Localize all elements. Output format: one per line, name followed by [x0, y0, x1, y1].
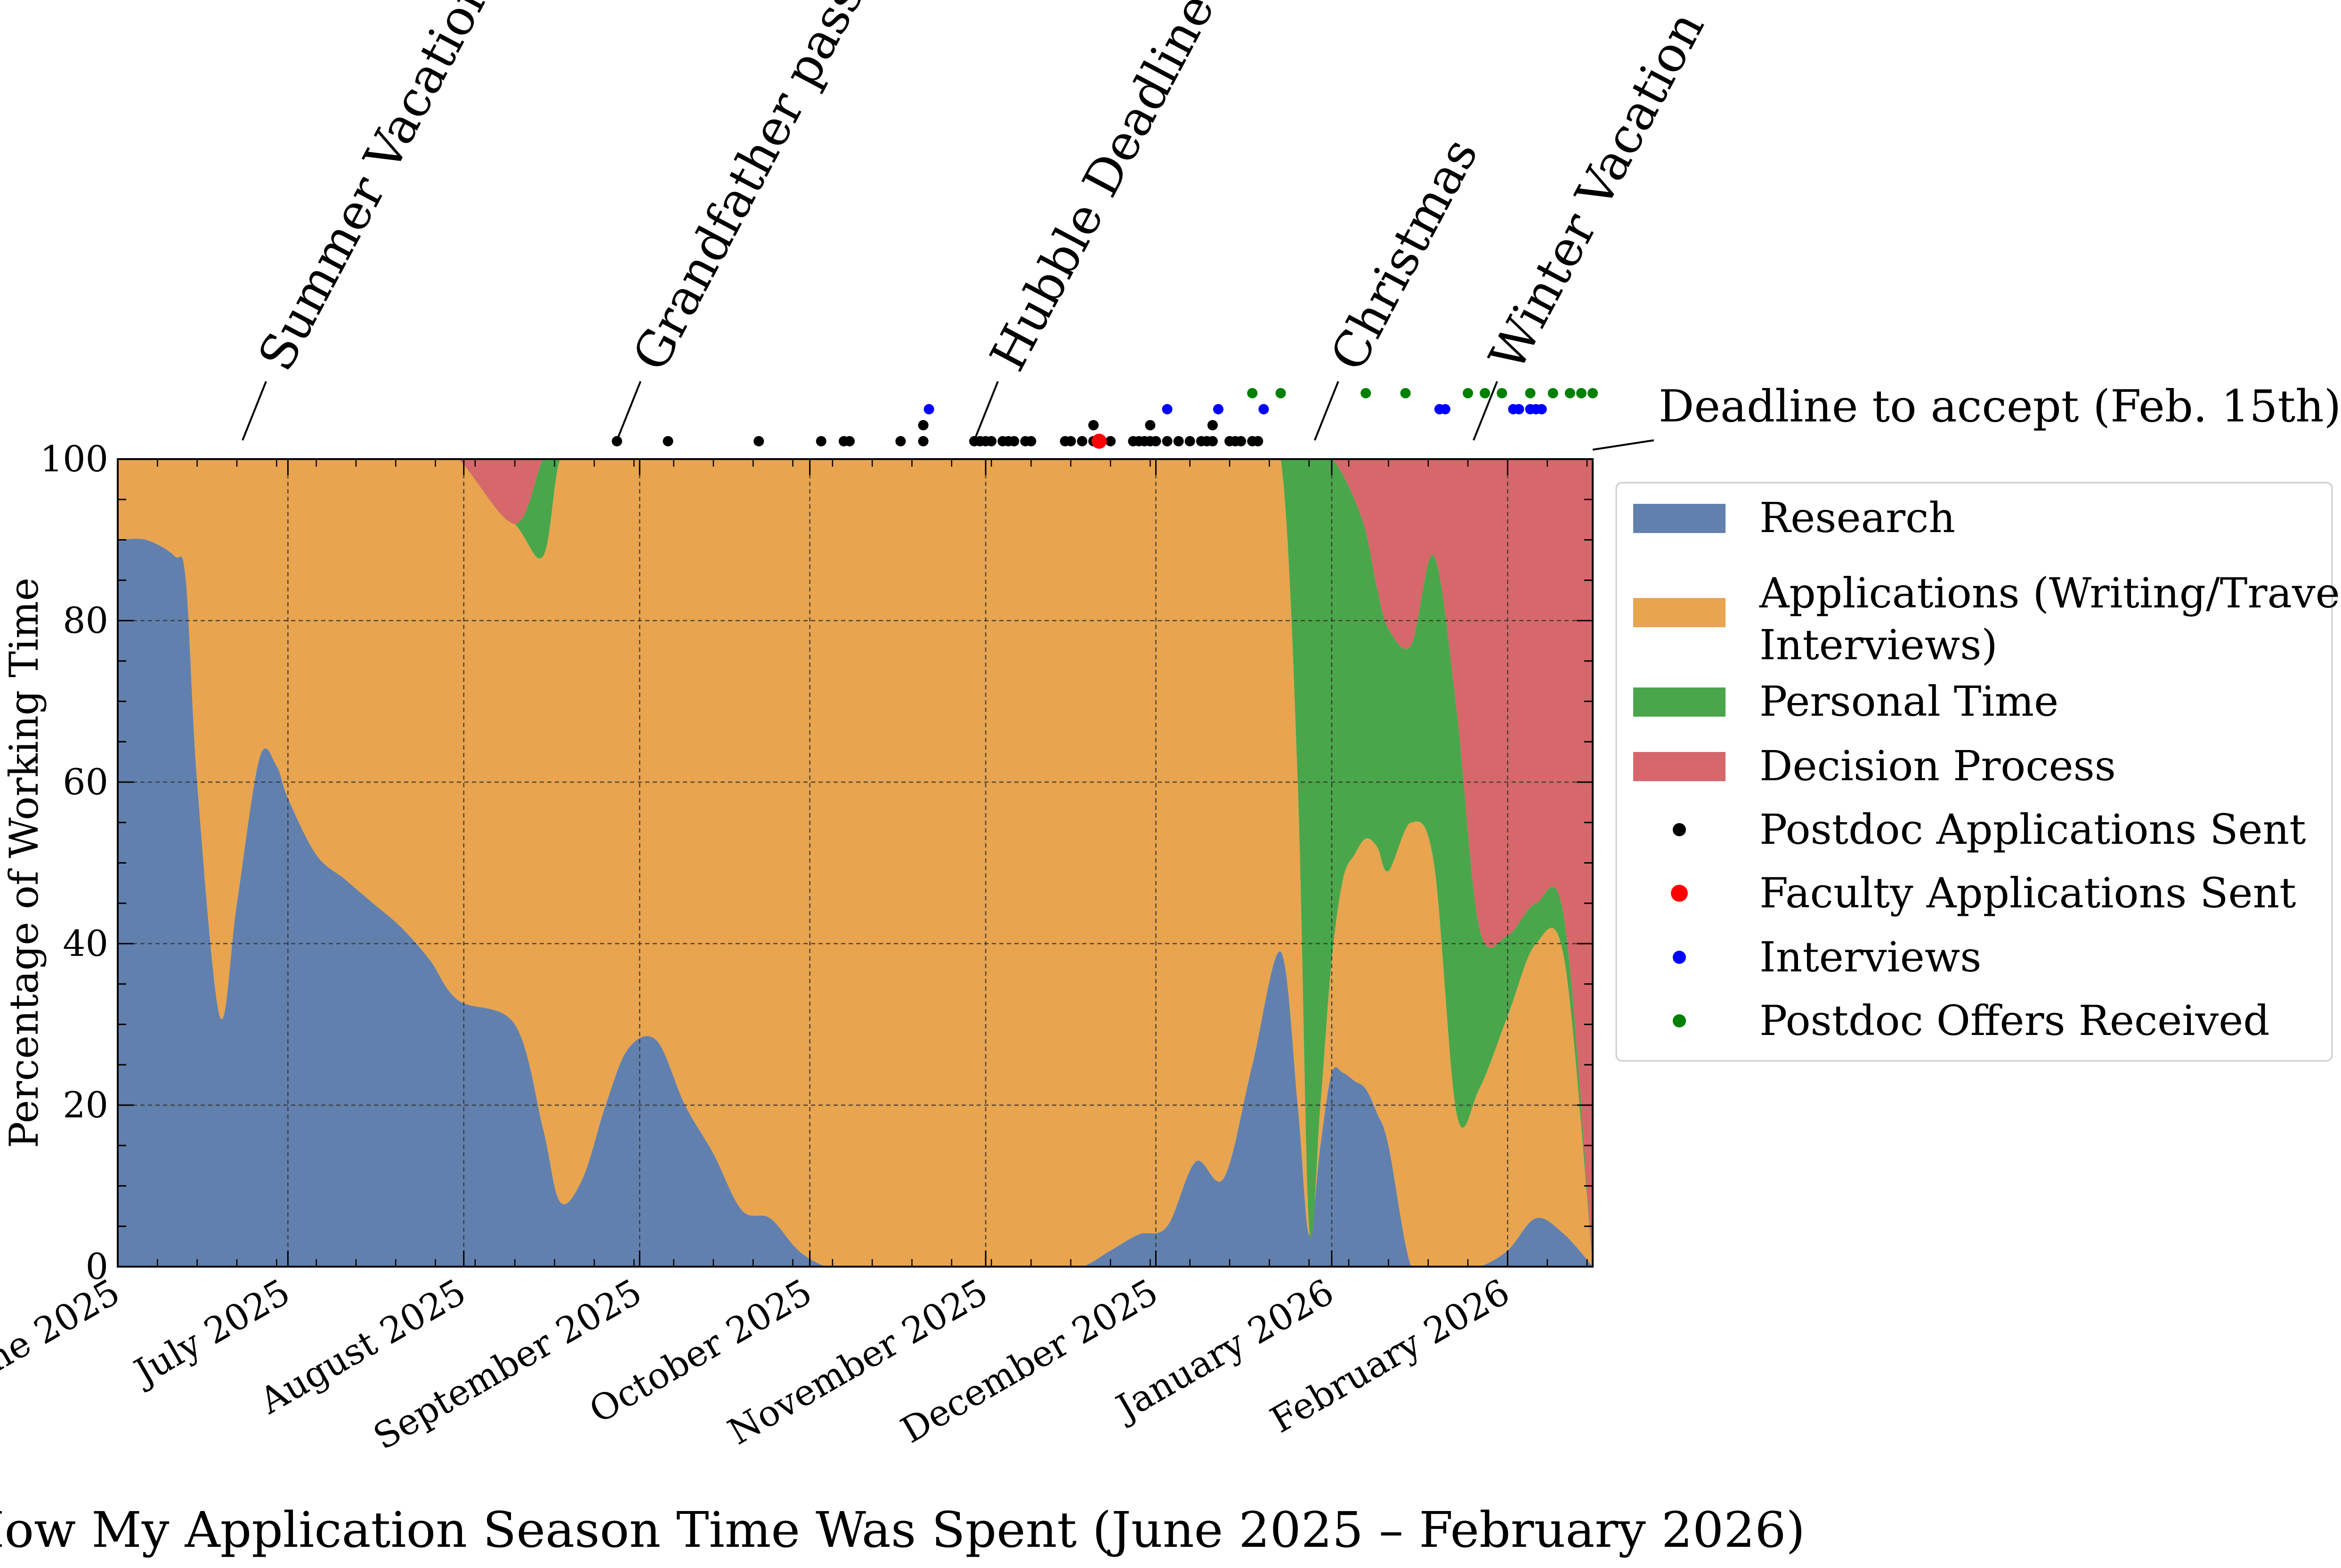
- legend-label: Postdoc Offers Received: [1759, 996, 2270, 1045]
- legend-swatch: [1633, 504, 1725, 533]
- marker-interviews: [1213, 404, 1223, 414]
- legend-label: Decision Process: [1759, 742, 2116, 790]
- annotation-deadline: Deadline to accept (Feb. 15th): [1659, 381, 2341, 432]
- annotation-pointer: [1592, 439, 1654, 451]
- marker-postdoc-applications-sent: [1162, 436, 1173, 446]
- marker-postdoc-offers-received: [1576, 388, 1587, 398]
- legend-label: Research: [1759, 493, 1955, 542]
- marker-interviews: [1258, 404, 1269, 414]
- marker-postdoc-applications-sent: [1184, 436, 1195, 446]
- y-axis-label: Percentage of Working Time: [1, 578, 47, 1148]
- marker-faculty-applications-sent: [1091, 434, 1107, 449]
- annotation-label: Grandfather passes: [621, 0, 900, 380]
- marker-postdoc-offers-received: [1480, 388, 1490, 398]
- marker-postdoc-applications-sent: [1009, 436, 1020, 446]
- marker-postdoc-applications-sent: [1145, 420, 1156, 430]
- marker-postdoc-offers-received: [1247, 388, 1258, 398]
- marker-postdoc-applications-sent: [1207, 420, 1218, 430]
- marker-postdoc-offers-received: [1275, 388, 1286, 398]
- legend-swatch: [1633, 598, 1725, 627]
- y-tick-label: 100: [40, 438, 108, 480]
- marker-postdoc-applications-sent: [844, 436, 855, 446]
- y-tick-label: 80: [63, 599, 108, 641]
- marker-postdoc-offers-received: [1525, 388, 1536, 398]
- marker-postdoc-applications-sent: [986, 436, 997, 446]
- legend-marker: [1673, 951, 1686, 964]
- marker-interviews: [1514, 404, 1524, 414]
- marker-interviews: [1440, 404, 1450, 414]
- marker-postdoc-applications-sent: [1150, 436, 1161, 446]
- marker-postdoc-applications-sent: [918, 436, 929, 446]
- marker-postdoc-offers-received: [1462, 388, 1473, 398]
- y-tick-label: 40: [63, 922, 108, 964]
- legend-marker: [1673, 1014, 1686, 1027]
- marker-postdoc-applications-sent: [1236, 436, 1247, 446]
- stacked-areas: [118, 459, 1593, 1267]
- marker-postdoc-offers-received: [1400, 388, 1411, 398]
- marker-postdoc-applications-sent: [895, 436, 906, 446]
- annotation-label: Winter Vacation: [1478, 2, 1715, 380]
- marker-postdoc-applications-sent: [1065, 436, 1076, 446]
- marker-postdoc-applications-sent: [1173, 436, 1184, 446]
- marker-postdoc-offers-received: [1497, 388, 1507, 398]
- annotation-pointer: [973, 381, 999, 441]
- marker-postdoc-offers-received: [1361, 388, 1371, 398]
- x-tick-label: June 2025: [0, 1271, 127, 1401]
- grid-lines: [118, 459, 1593, 1267]
- marker-postdoc-applications-sent: [816, 436, 826, 446]
- marker-postdoc-applications-sent: [663, 436, 673, 446]
- marker-postdoc-applications-sent: [918, 420, 929, 430]
- marker-postdoc-applications-sent: [612, 436, 623, 446]
- marker-interviews: [1536, 404, 1547, 414]
- legend-marker: [1671, 885, 1688, 902]
- legend: Research Applications (Writing/Travel/Int…: [1615, 482, 2341, 1062]
- legend-swatch: [1633, 752, 1725, 781]
- annotation-label: Christmas: [1319, 129, 1489, 380]
- legend-label: Postdoc Applications Sent: [1759, 805, 2306, 854]
- marker-postdoc-applications-sent: [1026, 436, 1037, 446]
- annotation-pointer: [1473, 381, 1498, 441]
- marker-postdoc-applications-sent: [753, 436, 764, 446]
- area-decision-process: [118, 459, 1593, 1267]
- marker-interviews: [1162, 404, 1173, 414]
- marker-postdoc-offers-received: [1547, 388, 1558, 398]
- marker-postdoc-applications-sent: [1105, 436, 1116, 446]
- legend-label: Interviews: [1759, 933, 1981, 981]
- annotation-label: Hubble Deadline: [979, 0, 1225, 380]
- area-research: [118, 538, 1593, 1267]
- marker-postdoc-offers-received: [1588, 388, 1598, 398]
- y-tick-label: 0: [86, 1245, 108, 1287]
- annotation-pointer: [242, 381, 267, 441]
- annotations: Summer Vacation Grandfather passes Hubble …: [242, 0, 2341, 451]
- annotation-pointer: [1313, 381, 1339, 441]
- annotation-pointer: [616, 381, 641, 441]
- y-tick-label: 60: [63, 761, 108, 803]
- y-tick-label: 20: [63, 1084, 108, 1126]
- legend-marker: [1673, 823, 1686, 836]
- legend-box: [1615, 482, 2333, 1062]
- legend-swatch: [1633, 687, 1725, 717]
- area-layers: [118, 459, 1593, 1267]
- area-applications-writing-travel-interviews: [118, 459, 1593, 1267]
- annotation-label: Summer Vacation: [247, 0, 503, 380]
- chart-title: How My Application Season Time Was Spent…: [0, 1501, 1805, 1559]
- event-markers: [612, 388, 1598, 449]
- marker-postdoc-applications-sent: [1207, 436, 1218, 446]
- marker-postdoc-applications-sent: [1253, 436, 1264, 446]
- marker-postdoc-applications-sent: [1077, 436, 1087, 446]
- marker-postdoc-offers-received: [1564, 388, 1575, 398]
- legend-label: Faculty Applications Sent: [1759, 869, 2296, 917]
- legend-label: Personal Time: [1759, 677, 2058, 726]
- marker-postdoc-applications-sent: [1088, 420, 1099, 430]
- legend-label: Applications (Writing/Travel/Interviews): [1759, 569, 2341, 669]
- marker-interviews: [923, 404, 934, 414]
